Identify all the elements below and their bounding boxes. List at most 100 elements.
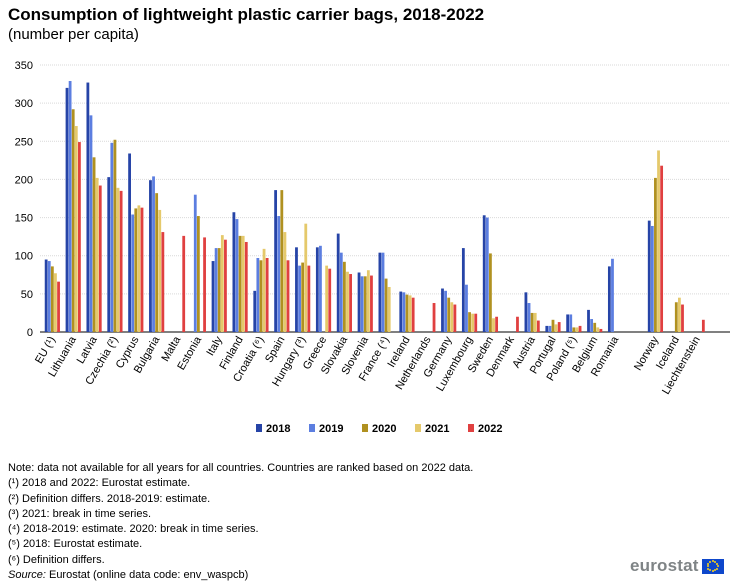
y-tick-label: 350	[15, 60, 33, 72]
bar-2018	[482, 215, 486, 332]
bar-2021	[54, 273, 57, 332]
bar-2022	[203, 237, 206, 332]
y-tick-label: 0	[27, 327, 33, 339]
bar-2019	[611, 258, 614, 332]
bar-2020	[674, 302, 678, 332]
legend-label: 2019	[319, 423, 343, 435]
bar-2020	[134, 208, 138, 332]
bar-2019	[319, 245, 322, 332]
bar-2021	[262, 248, 266, 332]
bar-2021	[220, 235, 224, 332]
source-line: Source: Eurostat (online data code: env_…	[8, 568, 473, 583]
bar-2022	[244, 241, 248, 332]
bar-2021	[283, 232, 287, 332]
bar-2021	[471, 313, 475, 332]
legend-label: 2022	[478, 423, 502, 435]
bar-2021	[241, 235, 245, 332]
bar-2019	[47, 261, 51, 332]
bar-2021	[366, 270, 370, 332]
bar-2022	[495, 316, 499, 332]
bar-2018	[295, 247, 298, 332]
bar-2019	[298, 265, 301, 332]
y-tick-label: 300	[15, 98, 33, 110]
bar-2022	[681, 304, 684, 332]
bar-2022	[599, 328, 603, 332]
bar-2022	[140, 207, 144, 332]
bar-2018	[441, 288, 444, 332]
bar-2021	[554, 324, 558, 332]
legend-swatch-2019	[309, 424, 315, 432]
bar-2019	[193, 194, 197, 332]
bar-2019	[235, 219, 239, 332]
bar-2019	[339, 252, 343, 332]
bar-2020	[405, 294, 409, 332]
chart-subtitle: (number per capita)	[8, 26, 139, 43]
bar-2019	[465, 284, 468, 332]
bar-2018	[336, 233, 340, 332]
bar-2020	[384, 278, 388, 332]
bar-2021	[677, 297, 681, 332]
bar-2018	[399, 291, 403, 332]
eu-flag-icon	[701, 558, 724, 574]
bar-2018	[107, 177, 111, 332]
bar-2020	[71, 109, 75, 332]
bar-2020	[155, 193, 159, 332]
bar-2018	[274, 190, 278, 332]
bar-2019	[444, 290, 447, 332]
bar-2021	[346, 271, 349, 332]
bar-2022	[432, 303, 436, 332]
source-label: Source:	[8, 569, 46, 582]
bar-2018	[461, 248, 465, 332]
legend-swatch-2021	[415, 424, 421, 432]
bar-2022	[578, 325, 582, 332]
bar-2018	[357, 272, 361, 332]
bar-2018	[524, 292, 528, 332]
note-line: (⁵) 2018: Eurostat estimate.	[8, 538, 143, 551]
bar-2020	[363, 276, 367, 332]
bar-2020	[530, 312, 534, 332]
bar-2020	[259, 260, 263, 332]
bar-2018	[149, 180, 152, 332]
bar-2018	[86, 82, 90, 332]
bar-2020	[468, 312, 471, 332]
bar-2020	[342, 261, 346, 332]
y-tick-label: 150	[15, 213, 33, 225]
legend-swatch-2018	[256, 424, 262, 432]
legend-label: 2020	[372, 423, 396, 435]
bar-2022	[701, 319, 705, 332]
bar-2019	[485, 217, 489, 332]
bar-2022	[557, 322, 561, 332]
bar-2020	[92, 157, 96, 332]
chart-title: Consumption of lightweight plastic carri…	[8, 5, 485, 24]
bar-2019	[256, 258, 260, 332]
bar-2022	[119, 190, 123, 332]
bar-2019	[131, 214, 135, 332]
bar-2021	[387, 286, 391, 332]
bar-2019	[650, 225, 654, 332]
footnotes: Note: data not available for all years f…	[8, 461, 473, 583]
bar-2021	[657, 150, 660, 332]
bar-2022	[660, 165, 664, 332]
bar-2022	[78, 142, 81, 332]
note-line: (¹) 2018 and 2022: Eurostat estimate.	[8, 477, 191, 490]
bar-2019	[590, 319, 594, 332]
bar-2020	[50, 266, 54, 332]
y-tick-label: 100	[15, 251, 33, 263]
bar-2021	[95, 177, 99, 332]
legend-label: 2021	[425, 423, 449, 435]
bar-2022	[265, 258, 269, 332]
bar-2022	[370, 275, 373, 332]
x-tick-label: Italy	[204, 334, 225, 358]
bar-2019	[110, 142, 114, 332]
note-line: (²) Definition differs. 2018-2019: estim…	[8, 492, 211, 505]
legend-label: 2018	[266, 423, 290, 435]
y-tick-label: 200	[15, 174, 33, 186]
bar-2022	[516, 316, 519, 332]
note-line: Note: data not available for all years f…	[8, 462, 474, 474]
bar-2020	[196, 216, 200, 332]
bar-2021	[450, 302, 454, 332]
bar-2019	[548, 325, 552, 332]
bar-2021	[575, 327, 579, 332]
bar-2022	[98, 185, 102, 332]
y-tick-label: 250	[15, 136, 33, 148]
